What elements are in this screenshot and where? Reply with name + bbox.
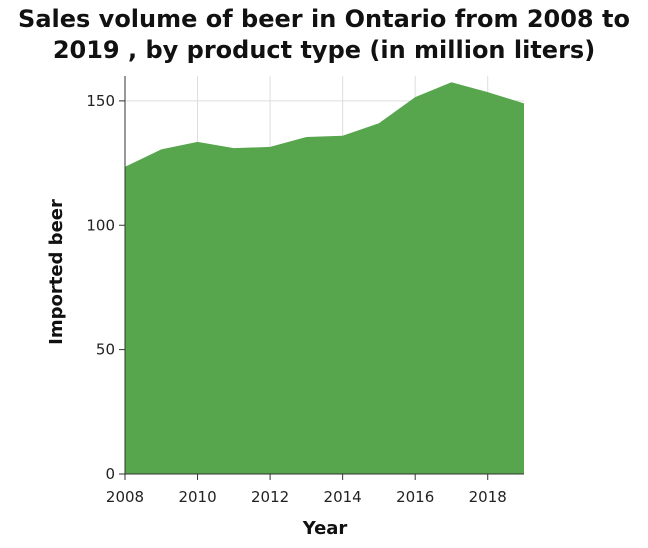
x-tick-label: 2016	[396, 488, 434, 506]
chart-title: Sales volume of beer in Ontario from 200…	[18, 5, 630, 64]
y-tick-label: 0	[105, 465, 115, 483]
area-series	[125, 82, 524, 474]
x-tick-label: 2008	[106, 488, 144, 506]
x-tick-label: 2012	[251, 488, 289, 506]
y-axis-label: Imported beer	[46, 199, 67, 345]
y-tick-label: 150	[86, 92, 115, 110]
y-tick-label: 50	[96, 341, 115, 359]
x-tick-label: 2010	[178, 488, 216, 506]
x-tick-label: 2014	[324, 488, 362, 506]
tick-labels: 0 50 100 150 2008 2010 2012 2014 2016 2018	[86, 92, 506, 506]
y-tick-label: 100	[86, 216, 115, 234]
axes	[119, 76, 524, 480]
x-axis-label: Year	[302, 518, 348, 539]
area-series-0	[125, 82, 524, 474]
x-tick-label: 2018	[469, 488, 507, 506]
